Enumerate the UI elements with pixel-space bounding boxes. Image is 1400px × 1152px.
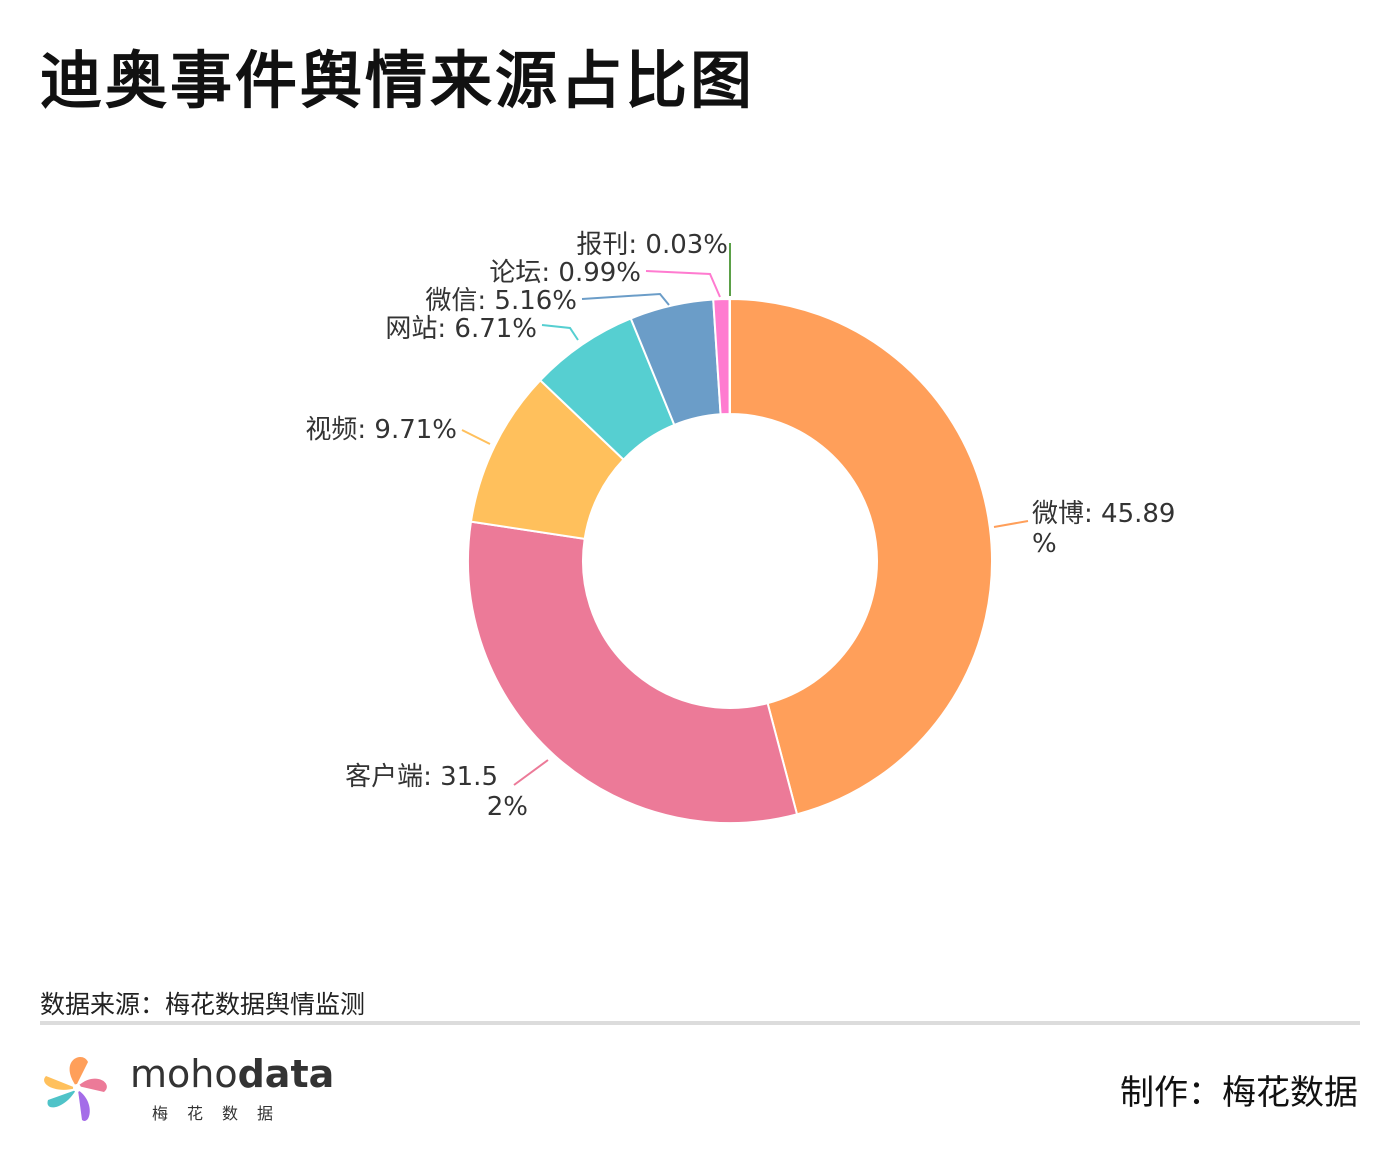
slice-label-2-line-2: 2% xyxy=(487,792,528,822)
footer-divider xyxy=(40,1021,1360,1025)
slice-label-1-line-2: % xyxy=(1032,529,1057,559)
leader-line-6 xyxy=(645,270,721,298)
chart-labels: 微博: 45.89% 客户端: 31.52% 视频: 9.71% 网站: 6.71%微… xyxy=(305,230,1175,822)
leader-line-2 xyxy=(513,759,549,786)
slice-label-1-line-1: 微博: 45.89 xyxy=(1032,499,1175,529)
leader-line-4 xyxy=(541,324,579,341)
logo-subtitle: 梅花数据 xyxy=(152,1104,293,1123)
mohodata-logo: mohodata 梅花数据 xyxy=(38,1050,338,1130)
pinwheel-logo-icon xyxy=(44,1056,107,1121)
slice-label-5: 微信: 5.16% xyxy=(425,286,577,316)
chart-leader-lines xyxy=(461,243,1029,786)
maker-credit: 制作：梅花数据 xyxy=(1120,1073,1358,1113)
logo-wordmark: mohodata xyxy=(130,1052,335,1096)
slice-label-6: 论坛: 0.99% xyxy=(489,258,641,288)
chart-title: 迪奥事件舆情来源占比图 xyxy=(40,44,756,117)
data-source-note: 数据来源：梅花数据舆情监测 xyxy=(40,990,366,1019)
slice-1 xyxy=(729,297,993,816)
leader-line-3 xyxy=(461,429,491,445)
slice-label-2-line-1: 客户端: 31.5 xyxy=(345,762,498,792)
slice-label-3: 视频: 9.71% xyxy=(305,415,457,445)
leader-line-1 xyxy=(993,520,1029,528)
leader-line-5 xyxy=(581,292,670,306)
slice-2 xyxy=(467,520,799,824)
slice-label-4: 网站: 6.71% xyxy=(385,314,537,344)
slice-label-7: 报刊: 0.03% xyxy=(576,230,728,260)
chart-slices xyxy=(467,297,993,824)
